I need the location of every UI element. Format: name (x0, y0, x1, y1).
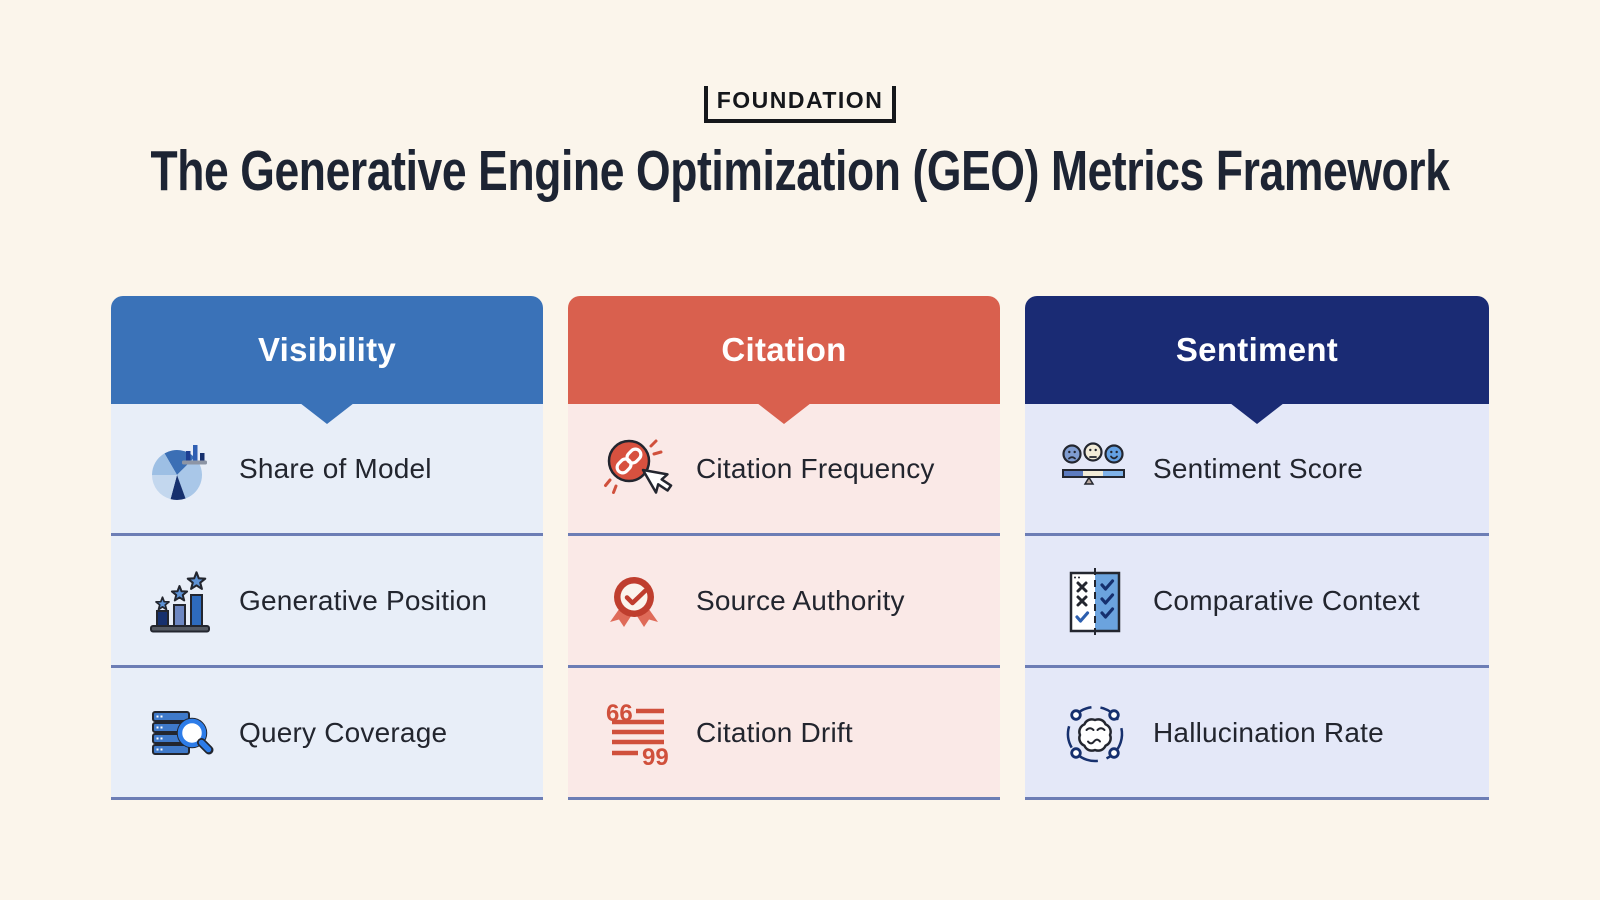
metric-label: Share of Model (239, 452, 432, 484)
column-title: Sentiment (1175, 331, 1339, 368)
quote-lines-icon: 66 99 (606, 700, 669, 769)
column-body-visibility: Share of Model Generative Position (111, 404, 543, 800)
emoji-scale-icon (1062, 441, 1125, 485)
metric-row: Share of Model (111, 404, 543, 536)
database-search-icon (152, 710, 214, 755)
column-title: Citation (721, 331, 847, 368)
award-ribbon-icon (610, 576, 658, 627)
brand-badge: FOUNDATION (703, 86, 897, 123)
svg-text:99: 99 (642, 744, 669, 769)
metric-row: Comparative Context (1025, 536, 1489, 668)
column-citation: Citation (568, 296, 1000, 800)
column-title: Visibility (257, 331, 397, 368)
metric-label: Source Authority (696, 584, 905, 616)
column-body-citation: Citation Frequency Source Authority 66 (568, 404, 1000, 800)
metric-row: Query Coverage (111, 668, 543, 800)
link-click-icon (604, 439, 673, 494)
column-visibility: Visibility Share of Model (111, 296, 543, 800)
metric-label: Hallucination Rate (1153, 716, 1384, 748)
column-header-sentiment: Sentiment (1025, 296, 1489, 424)
metric-row: Generative Position (111, 536, 543, 668)
metric-row: Source Authority (568, 536, 1000, 668)
column-body-sentiment: Sentiment Score (1025, 404, 1489, 800)
metric-row: Hallucination Rate (1025, 668, 1489, 800)
brain-network-icon (1066, 705, 1124, 762)
metric-label: Sentiment Score (1153, 452, 1363, 484)
metric-label: Generative Position (239, 584, 488, 616)
pie-bar-chart-icon (152, 444, 207, 500)
metric-label: Query Coverage (239, 716, 448, 748)
metric-row: 66 99 Citation Drift (568, 668, 1000, 800)
column-header-visibility: Visibility (111, 296, 543, 424)
ranked-bars-stars-icon (150, 570, 210, 632)
metric-columns: Visibility Share of Model (0, 296, 1600, 800)
column-header-citation: Citation (568, 296, 1000, 424)
metric-label: Comparative Context (1153, 584, 1420, 616)
metric-label: Citation Drift (696, 716, 853, 748)
brand-badge-wrap: FOUNDATION (0, 86, 1600, 123)
metric-label: Citation Frequency (696, 452, 935, 484)
page-title: The Generative Engine Optimization (GEO)… (150, 139, 1450, 203)
column-sentiment: Sentiment (1025, 296, 1489, 800)
metric-row: Sentiment Score (1025, 404, 1489, 536)
comparison-checklist-icon (1069, 567, 1121, 636)
metric-row: Citation Frequency (568, 404, 1000, 536)
